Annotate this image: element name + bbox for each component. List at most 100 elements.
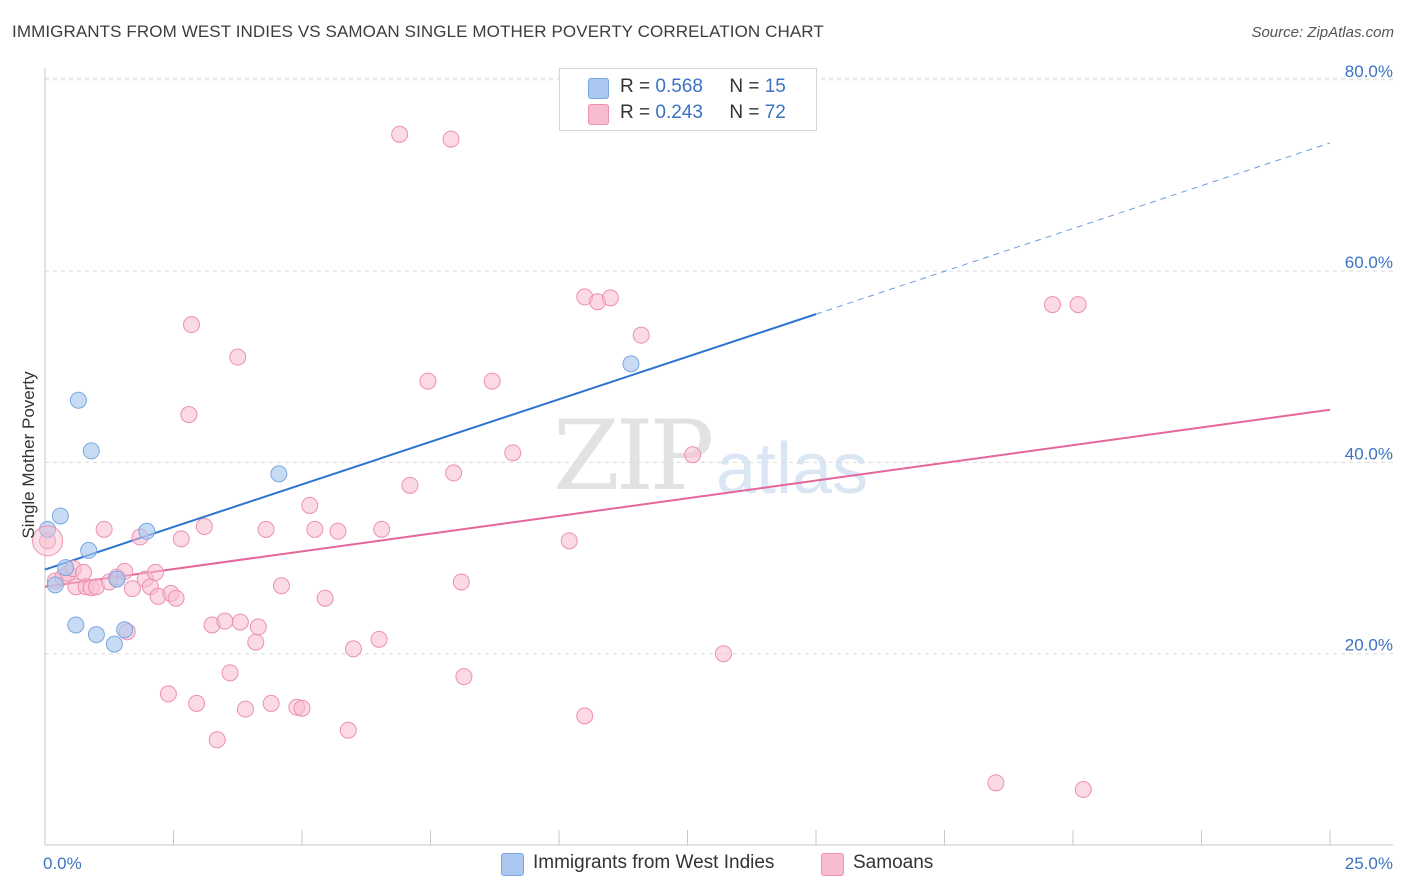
samoan-point (236, 700, 254, 718)
y-tick-label: 80.0% (1345, 62, 1393, 81)
samoan-point (455, 668, 473, 686)
west-indies-point (46, 576, 64, 594)
samoan-point (329, 522, 347, 540)
west-indies-point (138, 522, 156, 540)
samoan-point (272, 577, 290, 595)
samoan-point (208, 731, 226, 749)
samoan-point (419, 372, 437, 390)
samoan-point (1043, 296, 1061, 314)
samoan-point (401, 476, 419, 494)
source-label: Source: ZipAtlas.com (1251, 24, 1394, 41)
samoan-point (293, 699, 311, 717)
samoan-point (339, 721, 357, 739)
samoan-point (247, 633, 265, 651)
samoan-point (632, 326, 650, 344)
west-indies-point (69, 391, 87, 409)
west-indies-point (105, 635, 123, 653)
west-indies-point (67, 616, 85, 634)
trend-line-west-indies-extension (815, 142, 1331, 315)
samoan-point (370, 630, 388, 648)
samoan-point (262, 694, 280, 712)
axis-labels: 20.0% 40.0% 60.0% 80.0% 0.0% 25.0% Single Moth… (19, 62, 1393, 873)
y-tick-label: 20.0% (1345, 636, 1393, 655)
samoan-point (391, 125, 409, 143)
trend-line-samoans (44, 408, 1331, 588)
samoan-point (159, 685, 177, 703)
samoan-point (601, 289, 619, 307)
axes (44, 68, 1393, 846)
samoan-point (306, 520, 324, 538)
west-indies-point (80, 541, 98, 559)
west-indies-point (39, 520, 57, 538)
bottom-legend-swatch-blue (501, 853, 524, 876)
data-points (32, 125, 1092, 799)
trend-line-west-indies (44, 313, 817, 571)
bottom-legend-label: Samoans (853, 852, 934, 873)
legend-r-value: 0.243 (655, 102, 703, 123)
samoan-point (714, 645, 732, 663)
trend-lines (44, 142, 1331, 588)
legend-r-label: R = (620, 76, 656, 97)
watermark-atlas: atlas (716, 429, 869, 509)
samoan-point (188, 694, 206, 712)
samoan-point (195, 517, 213, 535)
samoan-point (231, 613, 249, 631)
west-indies-point (108, 570, 126, 588)
legend-swatch-blue (588, 78, 609, 99)
y-tick-label: 60.0% (1345, 253, 1393, 272)
samoan-point (560, 532, 578, 550)
bottom-legend-swatch-pink (821, 853, 844, 876)
samoan-point (172, 530, 190, 548)
samoan-point (167, 589, 185, 607)
legend-n-value: 72 (764, 102, 786, 123)
samoan-point (301, 496, 319, 514)
west-indies-point (116, 621, 134, 639)
samoan-point (180, 406, 198, 424)
samoan-point (344, 640, 362, 658)
samoan-point (229, 348, 247, 366)
samoan-point (257, 520, 275, 538)
samoan-point (445, 464, 463, 482)
legend-n-value: 15 (764, 76, 786, 97)
samoan-point (1074, 781, 1092, 799)
samoan-point (452, 573, 470, 591)
west-indies-point (622, 355, 640, 373)
samoan-point (147, 563, 165, 581)
samoan-point (483, 372, 501, 390)
samoan-point (373, 520, 391, 538)
west-indies-point (51, 507, 69, 525)
west-indies-point (270, 465, 288, 483)
samoan-point (75, 563, 93, 581)
legend-r-value: 0.568 (655, 76, 703, 97)
legend-n-label: N = (729, 102, 765, 123)
grid-lines (45, 77, 1393, 655)
y-axis-title: Single Mother Poverty (19, 371, 38, 539)
west-indies-point (82, 442, 100, 460)
west-indies-point (87, 626, 105, 644)
y-tick-label: 40.0% (1345, 444, 1393, 463)
samoan-point (1069, 296, 1087, 314)
correlation-legend: R = 0.568 N = 15 R = 0.243 N = 72 (559, 68, 817, 131)
samoan-point (684, 446, 702, 464)
bottom-legend-label: Immigrants from West Indies (533, 852, 775, 873)
samoan-point (216, 612, 234, 630)
samoan-point (576, 707, 594, 725)
samoan-point (316, 589, 334, 607)
legend-r-label: R = (620, 102, 656, 123)
legend-swatch-pink (588, 104, 609, 125)
x-tick-label: 25.0% (1345, 854, 1393, 873)
samoan-point (442, 130, 460, 148)
samoan-point (249, 618, 267, 636)
legend-n-label: N = (729, 76, 765, 97)
samoan-point (987, 774, 1005, 792)
samoan-point (221, 664, 239, 682)
samoan-point (123, 580, 141, 598)
x-tick-label: 0.0% (43, 854, 82, 873)
chart-title: IMMIGRANTS FROM WEST INDIES VS SAMOAN SI… (12, 22, 824, 41)
samoan-point (95, 520, 113, 538)
samoan-point (32, 525, 64, 557)
samoan-point (504, 444, 522, 462)
west-indies-point (57, 559, 75, 577)
samoan-point (182, 316, 200, 334)
